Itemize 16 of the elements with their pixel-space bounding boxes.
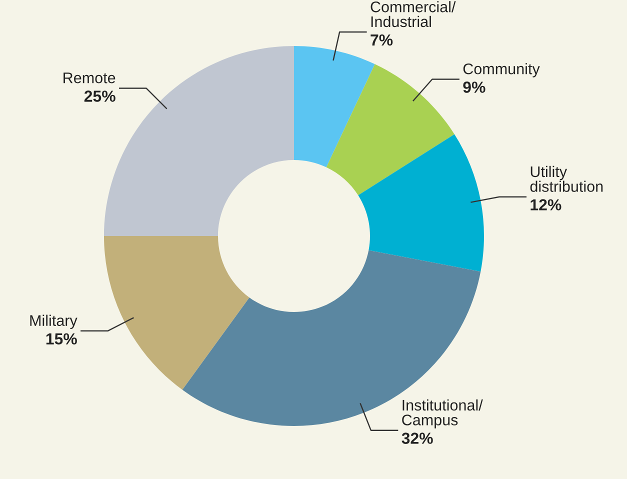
data-label: 25% — [84, 90, 116, 102]
slice-label: Institutional/ Campus — [402, 399, 483, 428]
slice-label: Community — [463, 63, 540, 78]
donut-slice — [294, 46, 375, 168]
slice-label: Military — [30, 314, 78, 329]
data-label: 32% — [402, 432, 433, 444]
slice-label: Remote — [64, 72, 116, 84]
donut-slice — [326, 64, 454, 196]
data-label: 9% — [463, 82, 486, 93]
slice-label: Utility distribution — [530, 166, 603, 192]
data-label: 7% — [370, 34, 393, 46]
donut-slice — [104, 236, 250, 390]
slice-label: Commercial/ Industrial — [370, 1, 456, 28]
data-label: 15% — [46, 333, 77, 345]
donut-slice — [358, 134, 484, 272]
data-label: 12% — [530, 199, 562, 210]
